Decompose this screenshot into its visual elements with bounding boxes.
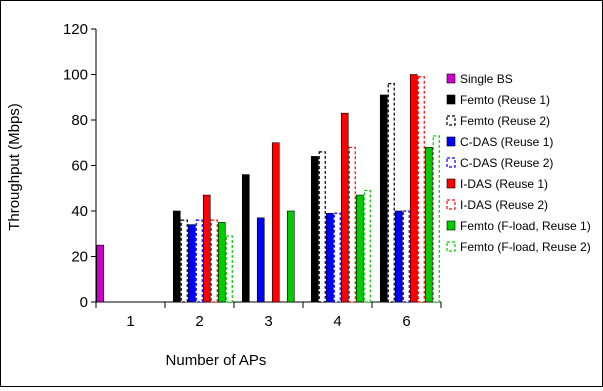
bar xyxy=(217,222,226,303)
y-tick-label: 100 xyxy=(63,67,88,84)
legend-swatch xyxy=(446,94,456,105)
bar xyxy=(417,76,425,303)
bar xyxy=(310,156,319,303)
legend-label: Single BS xyxy=(460,72,513,86)
y-axis-label: Throughput (Mbps) xyxy=(6,103,23,231)
legend-swatch xyxy=(446,73,456,84)
y-tick-label: 20 xyxy=(71,249,88,266)
legend-swatch xyxy=(446,136,456,147)
legend-label: I-DAS (Reuse 1) xyxy=(460,177,548,191)
x-tick-label: 1 xyxy=(126,313,134,330)
bar xyxy=(318,151,326,303)
bar xyxy=(333,212,341,303)
x-axis-label: Number of APs xyxy=(166,352,267,369)
legend-label: I-DAS (Reuse 2) xyxy=(460,198,548,212)
bar xyxy=(409,74,418,303)
legend-swatch xyxy=(446,241,456,252)
y-tick-label: 0 xyxy=(80,294,88,311)
bars xyxy=(96,74,440,303)
bar xyxy=(379,94,388,303)
bar xyxy=(432,135,440,303)
bar xyxy=(187,224,196,303)
bar xyxy=(241,174,250,303)
legend-swatch xyxy=(446,199,456,210)
bar xyxy=(387,82,395,303)
y-tick-label: 60 xyxy=(71,158,88,175)
bar xyxy=(402,210,410,303)
bar xyxy=(202,194,211,303)
bar xyxy=(210,219,218,303)
bar xyxy=(325,212,334,303)
legend-swatch xyxy=(446,115,456,126)
legend-label: Femto (Reuse 1) xyxy=(460,93,550,107)
bar xyxy=(286,210,295,303)
y-tick-label: 80 xyxy=(71,112,88,129)
x-tick-label: 6 xyxy=(402,313,410,330)
bar xyxy=(363,189,371,303)
legend-swatch xyxy=(446,178,456,189)
legend-label: Femto (F-load, Reuse 1) xyxy=(460,219,591,233)
bar xyxy=(271,142,280,303)
bar xyxy=(172,210,181,303)
bar xyxy=(96,244,105,303)
legend: Single BS Femto (Reuse 1) Femto (Reuse 2) C… xyxy=(446,72,591,254)
legend-label: Femto (Reuse 2) xyxy=(460,114,550,128)
x-tick-label: 2 xyxy=(195,313,203,330)
legend-label: C-DAS (Reuse 2) xyxy=(460,156,553,170)
bar xyxy=(348,146,356,303)
y-tick-label: 40 xyxy=(71,203,88,220)
x-tick-label: 4 xyxy=(333,313,341,330)
bar xyxy=(355,194,364,303)
bar xyxy=(394,210,403,303)
x-tick-label: 3 xyxy=(264,313,272,330)
bar xyxy=(424,147,433,303)
bar xyxy=(256,217,265,303)
bar xyxy=(225,235,233,303)
bar xyxy=(180,219,188,303)
legend-swatch xyxy=(446,157,456,168)
legend-label: C-DAS (Reuse 1) xyxy=(460,135,553,149)
bar xyxy=(340,112,349,303)
legend-label: Femto (F-load, Reuse 2) xyxy=(460,240,591,254)
legend-swatch xyxy=(446,220,456,231)
y-tick-label: 120 xyxy=(63,21,88,38)
tick-labels: 0 20 40 60 80 100 120 1 2 3 4 6 xyxy=(63,21,411,330)
bar xyxy=(195,219,203,303)
